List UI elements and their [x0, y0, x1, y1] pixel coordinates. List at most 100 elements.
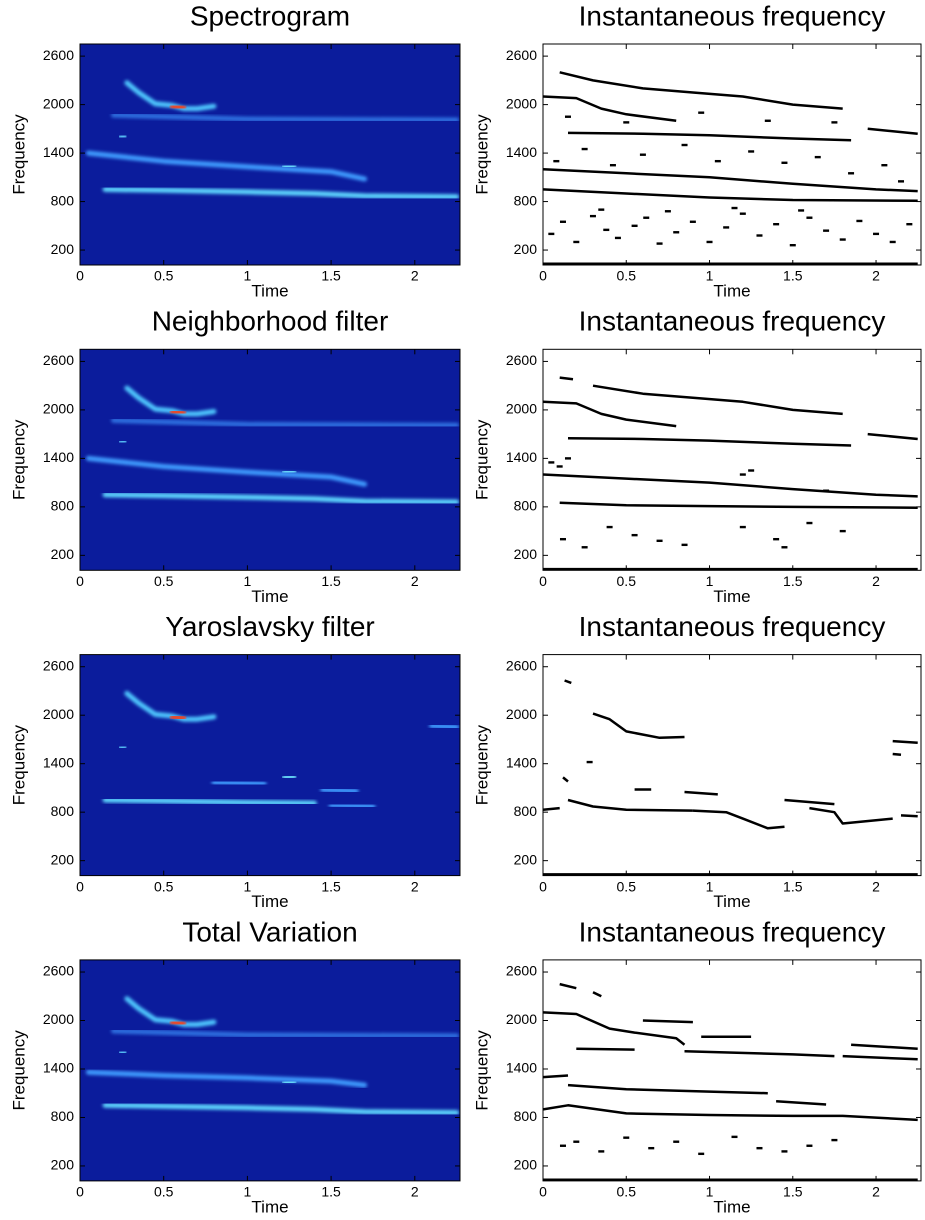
y-tick-label: 2600 [506, 657, 537, 673]
point [806, 521, 813, 525]
x-tick-label: 2 [411, 268, 419, 284]
x-tick-label: 1 [244, 268, 252, 284]
curve [543, 95, 677, 123]
point [831, 121, 838, 124]
x-tick-label: 1 [706, 573, 714, 589]
x-tick-label: 1 [244, 878, 252, 894]
point [714, 159, 721, 163]
ridge [281, 774, 297, 780]
y-tick-label: 800 [51, 1108, 75, 1124]
point [564, 457, 571, 460]
ridge [111, 417, 460, 428]
point [681, 143, 688, 147]
y-tick-label: 2600 [506, 47, 537, 63]
plot-area [80, 44, 460, 265]
point [898, 180, 905, 183]
curve [842, 1054, 918, 1061]
curve [692, 809, 785, 830]
point [603, 228, 610, 232]
x-tick-label: 2 [872, 878, 880, 894]
y-tick-label: 2000 [43, 706, 74, 722]
ridge [281, 468, 297, 475]
curve [567, 1083, 768, 1095]
point [798, 209, 805, 212]
y-tick-label: 200 [514, 1157, 538, 1173]
axes-frame [542, 348, 922, 571]
curve [684, 1049, 835, 1058]
panel: 0 0.5 1 1.5 2 200 800 1400 2000 2600 Spectrogram Ti… [9, 0, 461, 300]
point [856, 219, 863, 223]
x-tick-label: 0 [539, 573, 547, 589]
y-tick-label: 1400 [43, 754, 74, 770]
chart-title: Instantaneous frequency [579, 611, 886, 642]
ridge [102, 492, 460, 505]
point [731, 1135, 738, 1139]
curve [684, 790, 718, 796]
point [739, 212, 746, 215]
x-tick-label: 1.5 [321, 878, 341, 894]
point [748, 150, 755, 153]
point [623, 121, 630, 124]
ridge [117, 438, 128, 445]
panel: 0 0.5 1 1.5 2 200 800 1400 2000 2600 Instantaneous… [472, 916, 922, 1216]
ridge [429, 723, 460, 730]
x-tick-label: 1 [706, 1184, 714, 1200]
y-tick-label: 2000 [506, 706, 537, 722]
point [598, 1150, 605, 1153]
panel: 0 0.5 1 1.5 2 200 800 1400 2000 2600 Neighborhood … [9, 306, 461, 606]
axes-frame [79, 654, 461, 877]
curve [592, 991, 602, 998]
point [656, 242, 663, 245]
x-tick-label: 1.5 [783, 573, 803, 589]
ridge [85, 150, 368, 182]
curve [567, 798, 693, 812]
x-axis-label: Time [251, 281, 288, 300]
chart-title: Yaroslavsky filter [165, 611, 375, 642]
curve [559, 71, 843, 110]
ridge [102, 186, 460, 200]
curve [543, 400, 677, 428]
ridge [169, 409, 187, 416]
y-tick-label: 1400 [43, 1060, 74, 1076]
plot-content [80, 996, 460, 1116]
curve [567, 131, 852, 142]
panel: 0 0.5 1 1.5 2 200 800 1400 2000 2600 Total Variati… [9, 916, 461, 1216]
y-tick-label: 1400 [506, 144, 537, 160]
point [773, 537, 780, 541]
ridge [320, 787, 359, 794]
point [606, 525, 613, 529]
y-tick-label: 2600 [43, 47, 74, 63]
x-tick-label: 1 [244, 1184, 252, 1200]
point [556, 465, 563, 468]
x-tick-label: 2 [411, 1184, 419, 1200]
x-axis-label: Time [251, 892, 288, 911]
point [731, 206, 738, 210]
ridge [169, 103, 187, 111]
ridge [281, 1079, 297, 1086]
point [548, 461, 555, 464]
curve [892, 752, 902, 757]
panel: 0 0.5 1 1.5 2 200 800 1400 2000 2600 Instantaneous… [472, 306, 922, 606]
y-tick-label: 2600 [506, 963, 537, 979]
point [789, 244, 796, 247]
axes-frame [79, 348, 461, 571]
point [631, 533, 638, 537]
x-tick-label: 0.5 [154, 268, 174, 284]
point [748, 469, 755, 472]
x-tick-label: 1 [706, 268, 714, 284]
x-tick-label: 0.5 [617, 878, 637, 894]
curve [892, 739, 918, 744]
ridge [169, 714, 187, 721]
y-tick-label: 800 [51, 498, 75, 514]
curve [559, 982, 577, 990]
x-tick-label: 1.5 [783, 1184, 803, 1200]
y-tick-label: 1400 [506, 449, 537, 465]
y-tick-label: 200 [514, 546, 538, 562]
x-tick-label: 0.5 [154, 1184, 174, 1200]
panel: 0 0.5 1 1.5 2 200 800 1400 2000 2600 Yaroslavsky f… [9, 611, 461, 911]
point [739, 473, 746, 476]
ridge [328, 802, 376, 809]
y-tick-label: 800 [51, 803, 75, 819]
y-axis-label: Frequency [9, 1030, 28, 1111]
y-axis-label: Frequency [9, 114, 28, 195]
